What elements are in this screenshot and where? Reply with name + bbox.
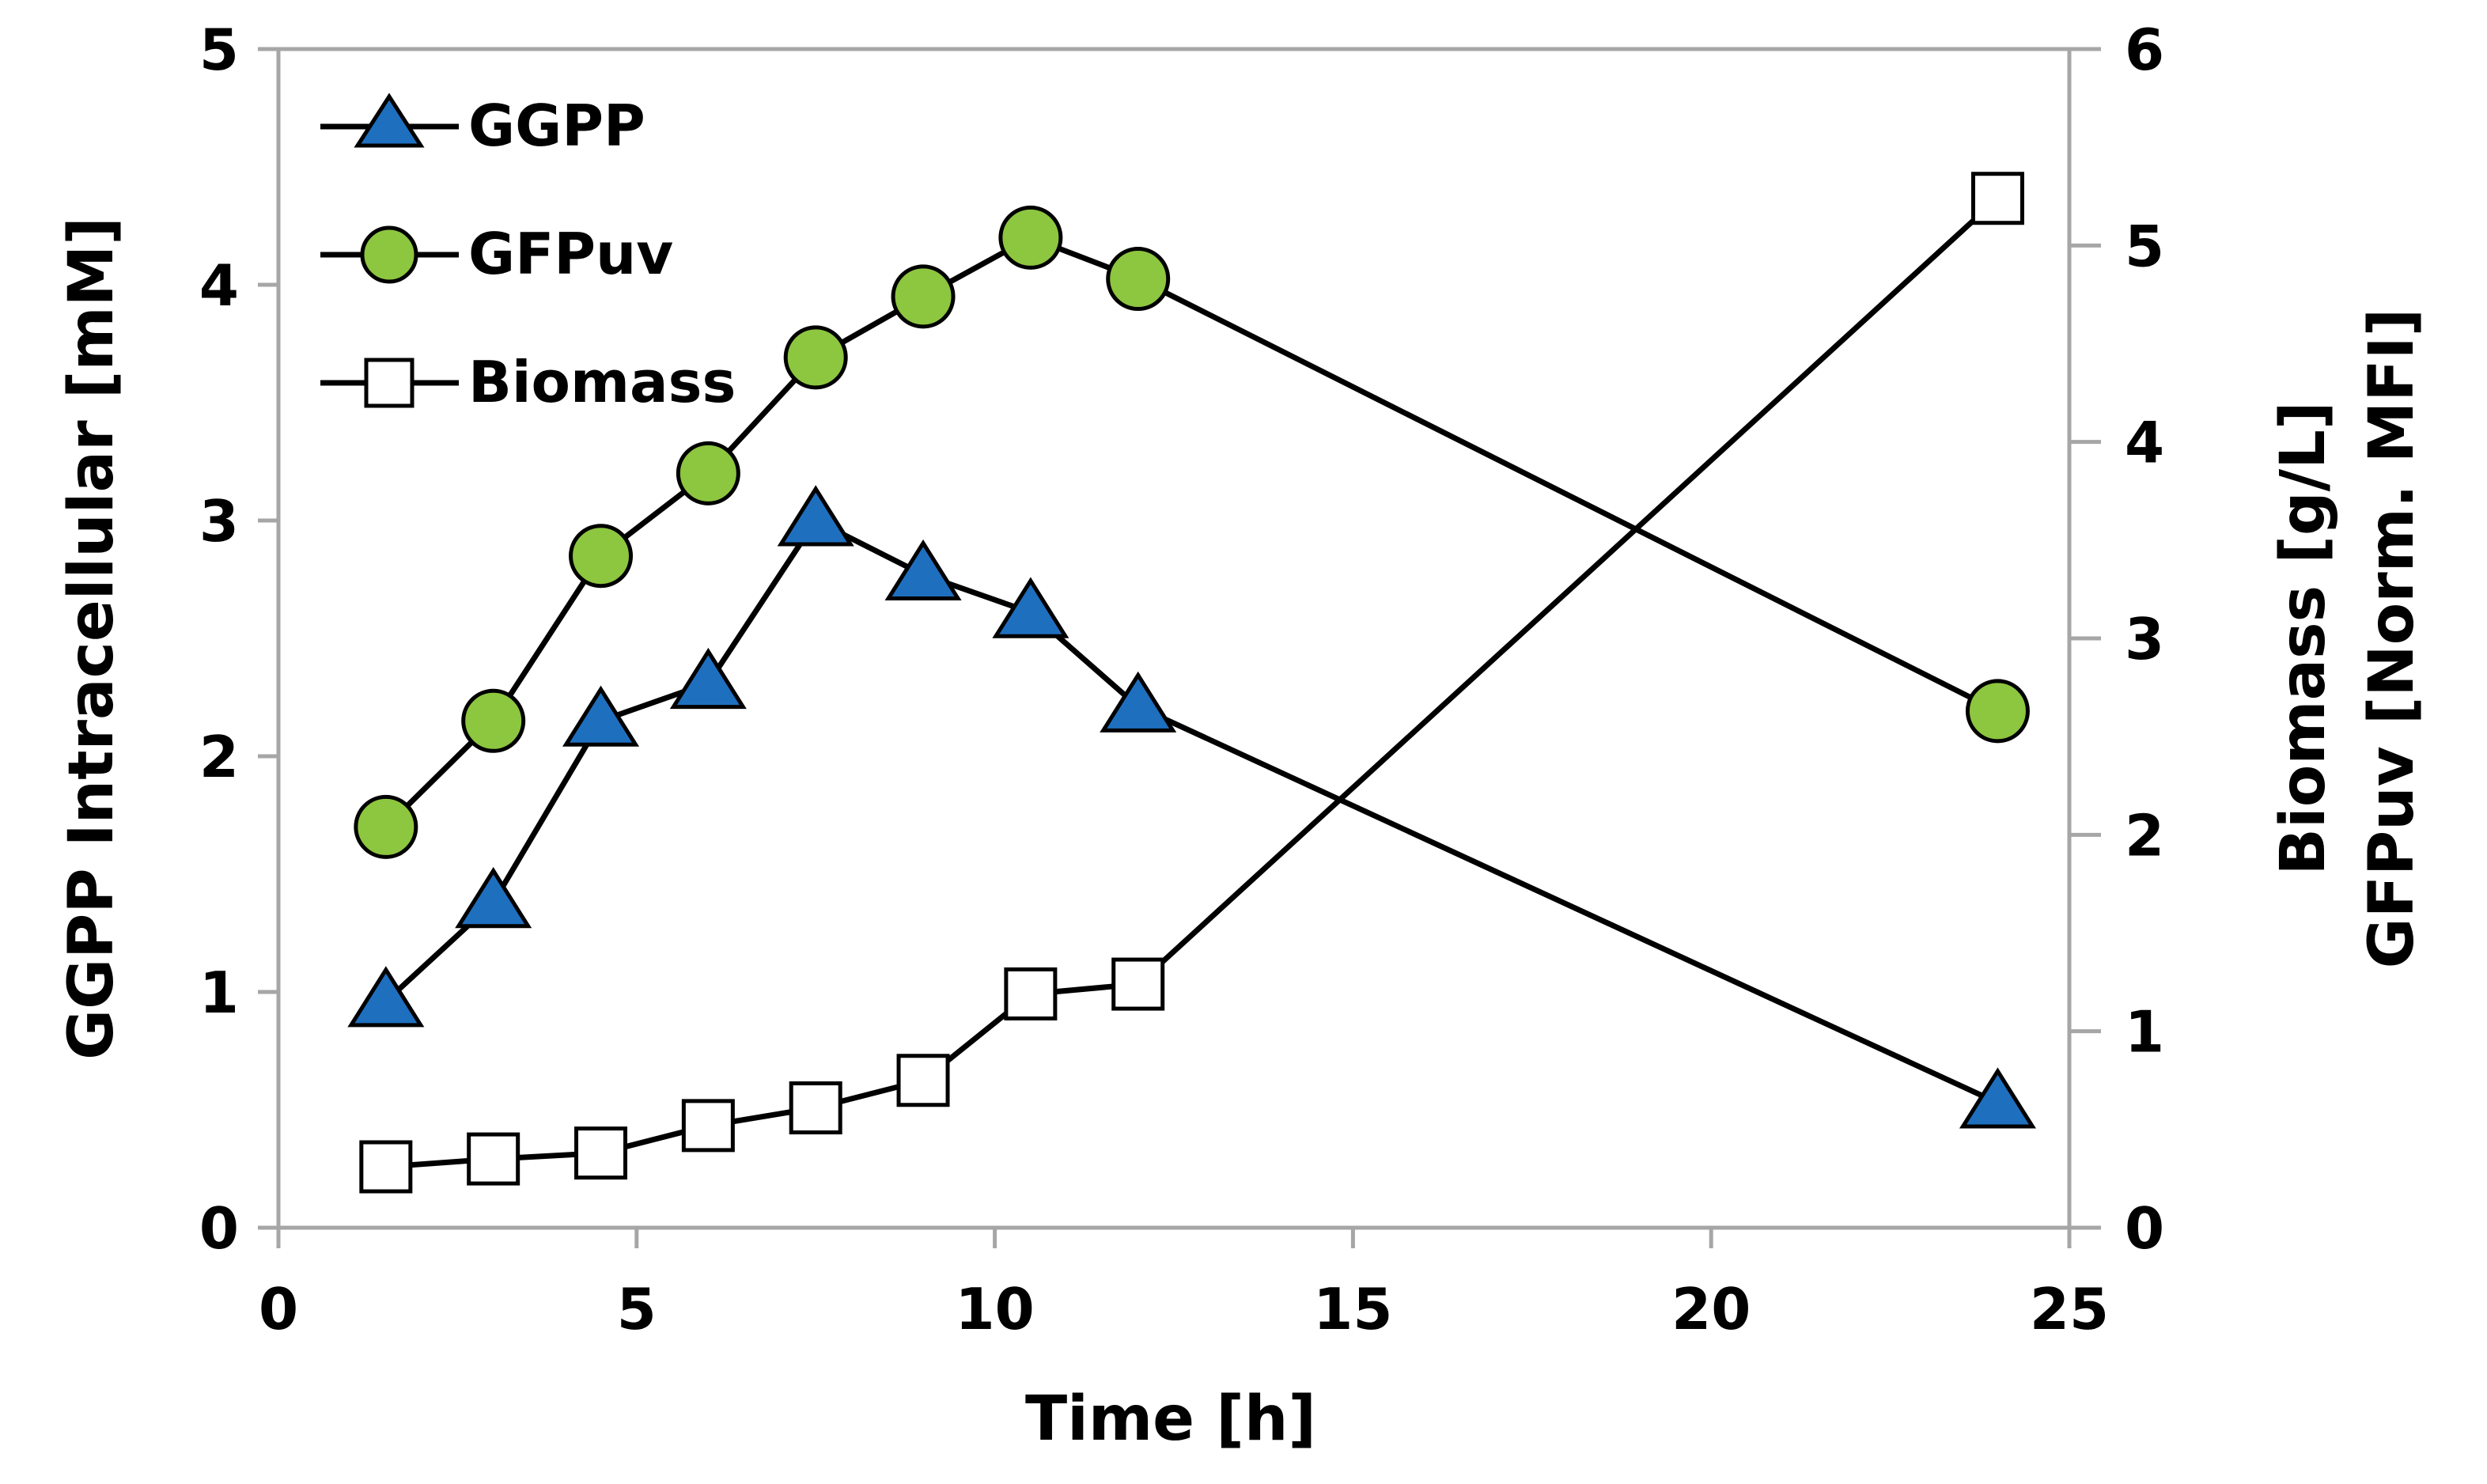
x-tick-label: 10 [955, 1276, 1034, 1342]
y-left-tick-label: 2 [199, 724, 239, 790]
legend-item-ggpp: GGPP [320, 93, 645, 159]
ggpp-point [1100, 671, 1177, 733]
y-axis-left-title: GGPP Intracellular [mM] [56, 217, 127, 1060]
ggpp-point [992, 577, 1069, 638]
legend-gfpuv-circle-marker [360, 225, 418, 284]
ggpp-point [777, 485, 854, 547]
y-left-tick-label: 3 [199, 488, 239, 555]
ggpp-point [1959, 1067, 2036, 1129]
y-left-tick-label: 4 [199, 252, 239, 319]
legend-biomass-square-marker [364, 358, 414, 408]
series-biomass [359, 172, 2024, 1194]
y-left-tick-label: 5 [199, 17, 239, 83]
y-right-tick-label: 1 [2125, 999, 2164, 1066]
biomass-point [1004, 967, 1058, 1020]
biomass-point [681, 1099, 735, 1153]
legend-ggpp-label: GGPP [468, 93, 645, 159]
biomass-point [1970, 172, 2024, 225]
biomass-point [467, 1132, 520, 1186]
gfpuv-point [461, 688, 526, 753]
ggpp-point [455, 867, 532, 929]
y-axis-right-title-gfpuv: GFPuv [Norm. MFI] [2356, 309, 2428, 969]
legend-biomass-label: Biomass [468, 349, 736, 415]
biomass-point [574, 1126, 628, 1180]
legend: GGPP GFPuv Biomass [320, 93, 736, 415]
gfpuv-point [891, 264, 956, 329]
x-tick-label: 5 [617, 1276, 657, 1342]
x-tick-label: 25 [2030, 1276, 2109, 1342]
gfpuv-point [676, 441, 740, 505]
ggpp-point [347, 966, 425, 1028]
series-layer [347, 172, 2036, 1194]
biomass-point [1111, 957, 1165, 1011]
y-axis-right-title-biomass: Biomass [g/L] [2268, 401, 2339, 875]
biomass-point [789, 1081, 842, 1135]
y-right-tick-label: 2 [2125, 802, 2164, 869]
gfpuv-point [569, 524, 634, 589]
ggpp-point [562, 685, 640, 747]
biomass-point [359, 1140, 413, 1194]
y-left-tick-label: 1 [199, 960, 239, 1026]
gfpuv-point [1965, 679, 2030, 744]
ggpp-point [669, 647, 747, 710]
series-ggpp [347, 485, 2036, 1129]
gfpuv-point [1106, 247, 1171, 312]
gfpuv-point [998, 205, 1063, 270]
y-right-tick-label: 0 [2125, 1195, 2164, 1262]
x-tick-label: 15 [1313, 1276, 1392, 1342]
gfpuv-point [354, 794, 418, 859]
y-left-tick-label: 0 [199, 1195, 239, 1262]
ggpp-point [884, 539, 962, 601]
series-gfpuv [354, 205, 2030, 859]
legend-ggpp-triangle-marker [354, 93, 425, 148]
biomass-point [896, 1054, 950, 1107]
x-tick-label: 20 [1671, 1276, 1751, 1342]
legend-item-gfpuv: GFPuv [320, 221, 673, 287]
gfpuv-point [783, 325, 848, 390]
y-right-tick-label: 6 [2125, 17, 2164, 83]
legend-gfpuv-label: GFPuv [468, 221, 673, 287]
y-right-tick-label: 4 [2125, 410, 2164, 476]
x-axis-title: Time [h] [1025, 1384, 1316, 1455]
y-right-tick-label: 5 [2125, 213, 2164, 279]
legend-item-biomass: Biomass [320, 349, 736, 415]
y-right-tick-label: 3 [2125, 606, 2164, 672]
x-tick-label: 0 [259, 1276, 298, 1342]
